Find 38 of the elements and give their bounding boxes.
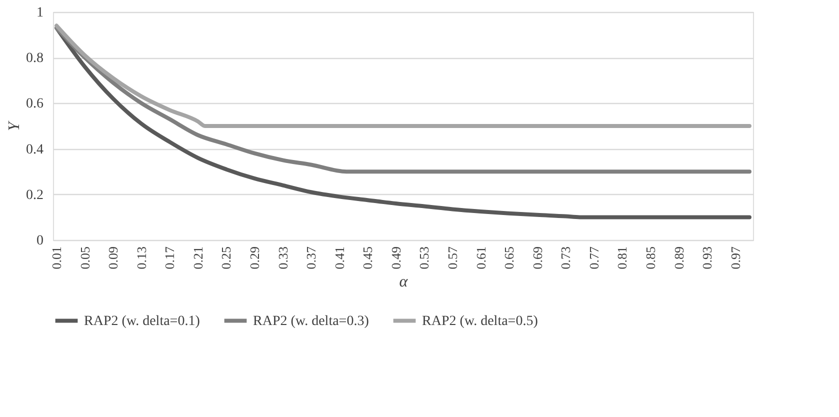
x-tick-label: 0.17 xyxy=(162,246,178,270)
y-axis-title: Y xyxy=(6,120,23,131)
x-tick-label: 0.05 xyxy=(77,246,92,270)
y-tick-label: 0.6 xyxy=(26,96,44,112)
y-tick-label: 0.8 xyxy=(26,51,44,66)
x-tick-label: 0.45 xyxy=(360,246,376,270)
x-tick-label: 0.89 xyxy=(671,246,686,270)
x-tick-label: 0.61 xyxy=(473,246,488,270)
x-tick-label: 0.21 xyxy=(190,246,206,270)
x-tick-label: 0.77 xyxy=(586,246,602,270)
x-tick-label: 0.73 xyxy=(558,246,574,270)
line-series xyxy=(54,26,752,174)
x-tick-label: 0.65 xyxy=(502,246,517,270)
y-tick-label: 0.2 xyxy=(26,188,44,203)
legend-label: RAP2 (w. delta=0.3) xyxy=(253,314,370,329)
x-tick-label: 0.13 xyxy=(134,246,149,270)
y-tick-label: 1 xyxy=(36,6,44,20)
x-tick-label: 0.69 xyxy=(530,246,545,270)
x-tick-label: 0.85 xyxy=(642,246,658,270)
x-tick-label: 0.57 xyxy=(444,246,460,270)
y-tick-label: 0 xyxy=(36,234,44,248)
x-tick-label: 0.29 xyxy=(247,246,262,270)
x-tick-label: 0.01 xyxy=(49,246,64,270)
x-tick-label: 0.93 xyxy=(700,246,715,270)
line-series xyxy=(54,24,752,128)
legend-label: RAP2 (w. delta=0.5) xyxy=(422,314,538,329)
x-tick-label: 0.37 xyxy=(304,246,319,270)
x-tick-label: 0.33 xyxy=(275,246,290,270)
x-tick-label: 0.53 xyxy=(416,246,432,270)
y-tick-label: 0.4 xyxy=(26,142,44,158)
x-tick-label: 0.09 xyxy=(106,246,121,270)
x-tick-label: 0.81 xyxy=(614,246,630,270)
legend-label: RAP2 (w. delta=0.1) xyxy=(84,314,200,329)
x-tick-label: 0.97 xyxy=(728,246,743,270)
x-tick-label: 0.49 xyxy=(388,246,404,270)
x-tick-label: 0.41 xyxy=(332,246,347,270)
x-axis-title: α xyxy=(399,273,408,290)
x-tick-label: 0.25 xyxy=(218,246,234,270)
